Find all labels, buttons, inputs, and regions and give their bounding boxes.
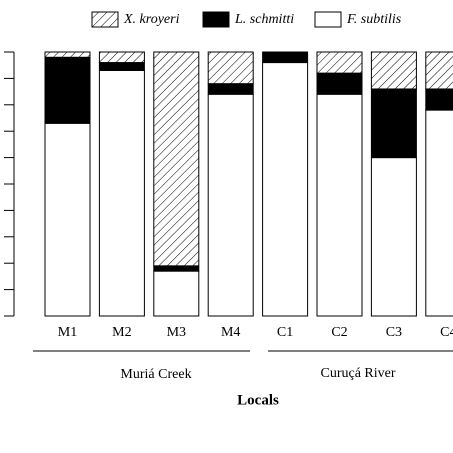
x-tick-label: M4 <box>221 325 240 340</box>
legend-label: L. schmitti <box>234 12 294 27</box>
x-tick-label: M3 <box>167 325 186 340</box>
bar-segment <box>207 93 254 317</box>
bar-segment <box>44 122 91 317</box>
x-tick-label: M1 <box>58 325 77 340</box>
bar-segment <box>262 51 309 64</box>
bar-segment <box>153 265 200 272</box>
bar-segment <box>98 51 145 64</box>
x-tick-label: C4 <box>440 325 453 340</box>
bar-segment <box>425 51 453 90</box>
bar-segment <box>370 157 417 317</box>
bar-segment <box>98 62 145 71</box>
group-label: Curuçá River <box>320 366 395 381</box>
bar-segment <box>98 69 145 317</box>
legend-label: X. kroyeri <box>123 12 180 27</box>
bar-segment <box>316 93 363 317</box>
bar-segment <box>44 56 91 124</box>
bar-segment <box>262 62 309 317</box>
bar-segment <box>316 51 363 74</box>
legend-label: F. subtilis <box>346 12 402 27</box>
legend-swatch <box>202 11 230 28</box>
bar-segment <box>370 88 417 159</box>
bar-segment <box>153 51 200 267</box>
x-axis-label: Locals <box>237 392 279 408</box>
bar-segment <box>316 72 363 95</box>
bar-segment <box>153 270 200 317</box>
x-tick-label: M2 <box>112 325 131 340</box>
bar-segment <box>207 83 254 95</box>
bar-segment <box>425 88 453 111</box>
legend-swatch <box>314 11 342 28</box>
bar-segment <box>207 51 254 85</box>
group-label: Muriá Creek <box>120 367 191 382</box>
bar-segment <box>425 109 453 317</box>
legend-swatch <box>91 11 119 28</box>
bar-segment <box>44 51 91 58</box>
x-tick-label: C1 <box>277 325 293 340</box>
x-tick-label: C2 <box>331 325 347 340</box>
x-tick-label: C3 <box>386 325 402 340</box>
bar-segment <box>370 51 417 90</box>
